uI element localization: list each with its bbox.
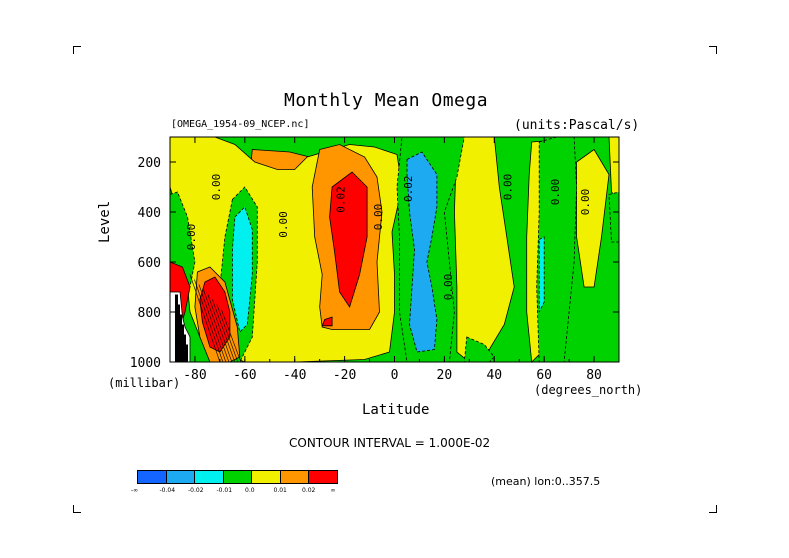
mean-longitude-note: (mean) lon:0..357.5: [491, 475, 601, 488]
x-tick-label: 80: [586, 368, 602, 383]
x-tick-label: -40: [283, 368, 306, 383]
missing-data-mark: [184, 344, 188, 362]
chart-title: Monthly Mean Omega: [284, 90, 489, 111]
missing-data-mark: [180, 324, 184, 362]
x-tick-label: -20: [333, 368, 356, 383]
contour-value-label: 0.00: [372, 204, 385, 231]
colorbar-swatch: [194, 470, 224, 484]
colorbar-label: 0.0: [245, 487, 255, 494]
x-tick-label: 20: [437, 368, 453, 383]
contour-region-negative: [232, 206, 253, 333]
missing-data-mark: [176, 304, 180, 362]
contour-value-label: 0.00: [277, 211, 290, 238]
contour-line: [203, 289, 230, 363]
x-axis-title: Latitude: [362, 402, 430, 418]
crop-mark-bottom-left: [73, 505, 81, 513]
contour-value-label: 0.00: [502, 174, 515, 201]
colorbar-swatch: [251, 470, 281, 484]
units-label: (units:Pascal/s): [514, 118, 640, 133]
contour-region-negative: [406, 151, 438, 353]
crop-mark-top-left: [73, 46, 81, 54]
contour-region-positive: [329, 171, 368, 308]
contour-value-label: 0.00: [549, 179, 562, 206]
colorbar-label: 0.01: [273, 487, 287, 494]
contour-line: [189, 274, 221, 363]
contour-line: [221, 309, 242, 363]
contour-value-label: 0.00: [210, 174, 223, 201]
y-axis-units: (millibar): [108, 376, 181, 390]
contour-value-label: -0.02: [402, 175, 415, 208]
x-tick-label: 0: [391, 368, 399, 383]
contour-region-positive: [321, 316, 333, 327]
colorbar-swatch: [279, 470, 309, 484]
contour-line: [216, 304, 239, 363]
contour-value-label: 0.00: [442, 274, 455, 301]
x-tick-label: -80: [183, 368, 206, 383]
y-tick-label: 600: [138, 256, 161, 271]
colorbar-swatch: [137, 470, 167, 484]
y-tick-label: 1000: [130, 356, 161, 371]
colorbar-label: 0.02: [302, 487, 316, 494]
y-tick-label: 200: [138, 156, 161, 171]
x-axis-units: (degrees_north): [534, 383, 643, 397]
contour-line: [198, 284, 227, 363]
missing-data-mark: [182, 334, 186, 362]
contour-value-label: 0.00: [579, 189, 592, 216]
y-tick-label: 800: [138, 306, 161, 321]
contour-region-positive: [453, 136, 515, 363]
contour-line: [194, 279, 224, 363]
crop-mark-top-right: [709, 46, 717, 54]
colorbar-label: -∞: [131, 487, 139, 494]
contour-value-label: 0.00: [185, 224, 198, 251]
colorbar-label: -0.02: [188, 487, 204, 494]
contour-region-positive: [576, 148, 610, 288]
dataset-label: [OMEGA_1954-09_NCEP.nc]: [171, 119, 310, 130]
contour-line: [207, 294, 233, 363]
missing-data-mark: [174, 294, 178, 362]
x-tick-label: 40: [486, 368, 502, 383]
colorbar-swatch: [165, 470, 195, 484]
crop-mark-bottom-right: [709, 505, 717, 513]
x-tick-label: 60: [536, 368, 552, 383]
missing-data-mark: [178, 314, 182, 362]
y-tick-label: 400: [138, 206, 161, 221]
colorbar-label: ∞: [330, 487, 336, 494]
contour-interval-note: CONTOUR INTERVAL = 1.000E-02: [289, 436, 491, 450]
colorbar-label: -0.01: [216, 487, 233, 494]
contour-value-label: 0.02: [335, 186, 348, 213]
contour-line: [212, 299, 236, 363]
contour-region-negative: [463, 336, 495, 363]
y-axis-title: Level: [97, 200, 113, 243]
colorbar-swatch: [308, 470, 338, 484]
contour-region-negative: [536, 136, 578, 363]
contour-region-negative: [538, 236, 545, 313]
colorbar-swatch: [222, 470, 252, 484]
x-tick-label: -60: [233, 368, 256, 383]
colorbar-label: -0.04: [159, 487, 176, 494]
